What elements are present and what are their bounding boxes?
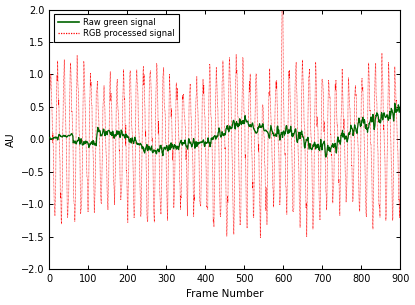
Y-axis label: AU: AU [5,132,15,147]
X-axis label: Frame Number: Frame Number [186,289,264,300]
Legend: Raw green signal, RGB processed signal: Raw green signal, RGB processed signal [54,14,178,42]
